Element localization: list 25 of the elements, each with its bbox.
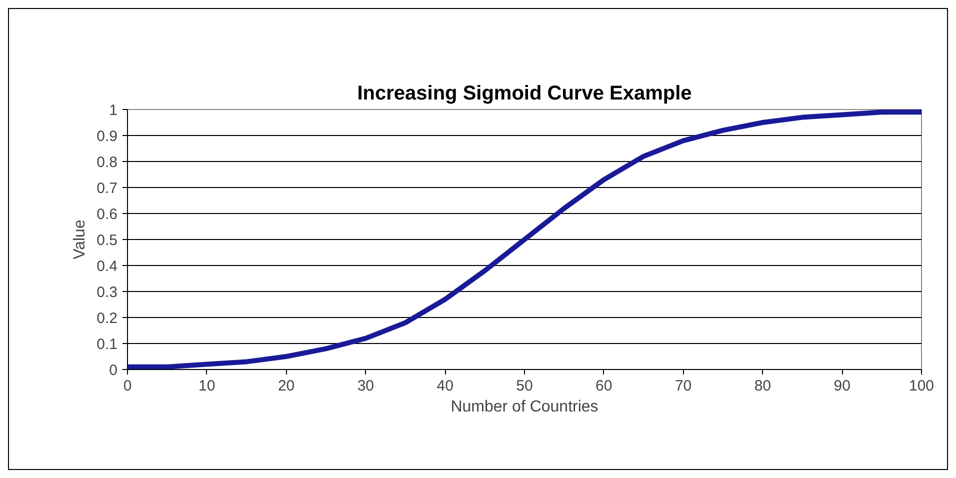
x-tick-label: 40 xyxy=(436,378,454,394)
x-tick-label: 20 xyxy=(278,378,295,394)
y-tick-label: 1 xyxy=(109,102,118,119)
x-tick-label: 60 xyxy=(596,378,612,394)
y-tick-label: 0 xyxy=(109,362,118,379)
y-tick-label: 0.8 xyxy=(96,154,118,171)
x-tick-label: 0 xyxy=(123,378,132,394)
y-tick-label: 0.3 xyxy=(96,284,118,301)
y-tick-label: 0.1 xyxy=(96,336,118,353)
y-axis-title: Value xyxy=(72,220,89,260)
x-axis-title: Number of Countries xyxy=(450,398,598,416)
y-tick-label: 0.5 xyxy=(96,232,118,249)
x-tick-label: 100 xyxy=(908,378,934,394)
x-tick-label: 10 xyxy=(198,378,216,394)
y-tick-label: 0.4 xyxy=(96,258,118,275)
x-tick-label: 80 xyxy=(754,378,772,394)
x-tick-label: 50 xyxy=(516,378,533,394)
x-tick-label: 90 xyxy=(834,378,850,394)
x-tick-label: 30 xyxy=(357,378,374,394)
chart-title: Increasing Sigmoid Curve Example xyxy=(357,82,692,104)
y-tick-label: 0.6 xyxy=(96,206,118,223)
x-tick-label: 70 xyxy=(674,378,692,394)
y-tick-label: 0.7 xyxy=(96,180,118,197)
y-tick-label: 0.2 xyxy=(96,310,118,327)
y-tick-label: 0.9 xyxy=(96,128,118,145)
